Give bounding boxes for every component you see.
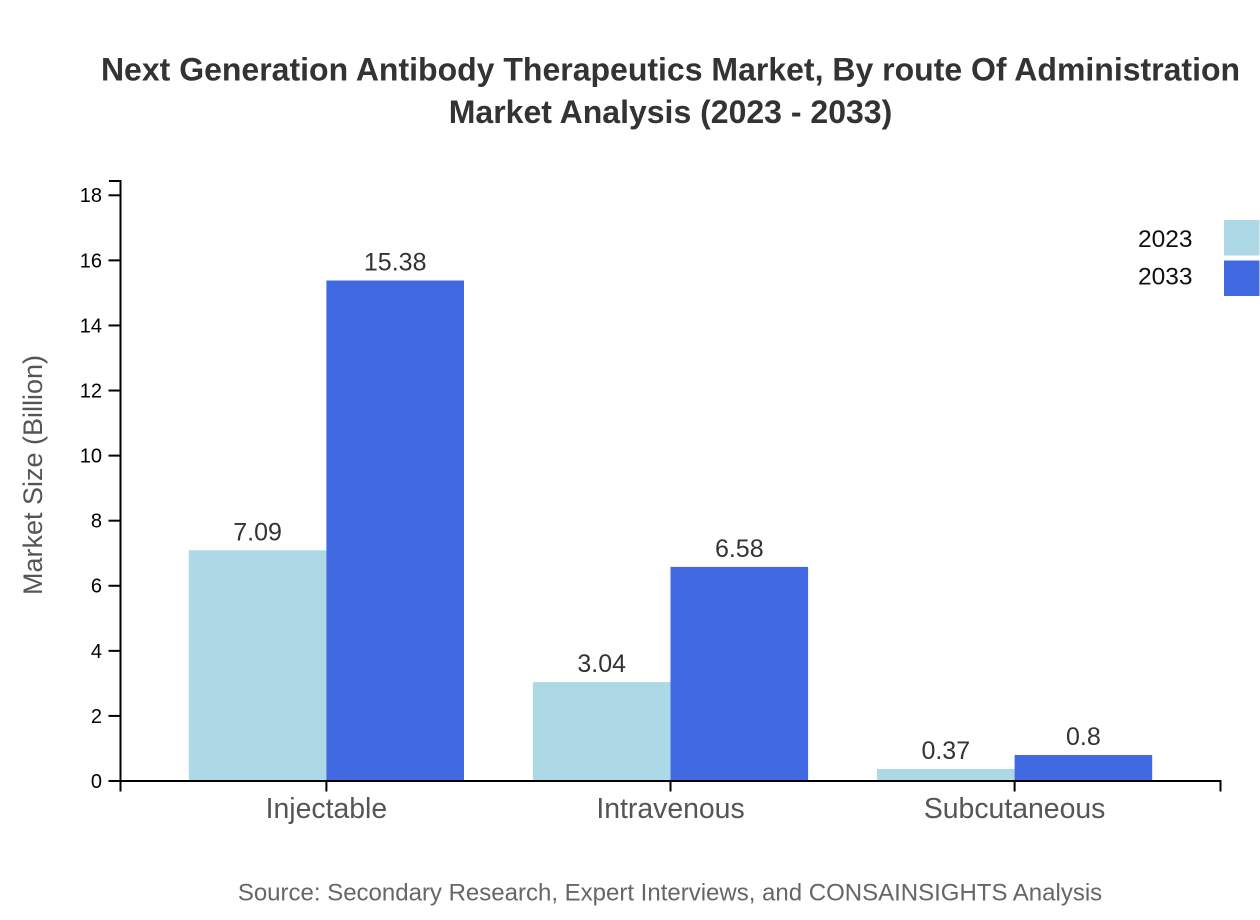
svg-text:8: 8 [91, 511, 102, 533]
svg-text:Intravenous: Intravenous [596, 793, 744, 825]
svg-text:0.37: 0.37 [921, 737, 970, 765]
svg-text:15.38: 15.38 [364, 249, 427, 277]
svg-text:2: 2 [91, 706, 102, 728]
svg-text:0.8: 0.8 [1066, 723, 1101, 751]
svg-text:2023: 2023 [1138, 226, 1193, 253]
svg-text:0: 0 [91, 771, 102, 793]
svg-text:16: 16 [80, 250, 102, 272]
svg-text:18: 18 [80, 185, 102, 207]
svg-text:Market Size (Billion): Market Size (Billion) [18, 355, 48, 595]
svg-text:Source: Secondary Research, Ex: Source: Secondary Research, Expert Inter… [238, 880, 1102, 907]
svg-text:6: 6 [91, 576, 102, 598]
svg-text:4: 4 [91, 641, 102, 663]
svg-text:Market Analysis (2023 - 2033): Market Analysis (2023 - 2033) [449, 94, 893, 130]
svg-text:10: 10 [80, 446, 102, 468]
svg-text:12: 12 [80, 380, 102, 402]
svg-text:14: 14 [80, 315, 102, 337]
svg-text:2033: 2033 [1138, 264, 1193, 291]
svg-text:Next Generation Antibody Thera: Next Generation Antibody Therapeutics Ma… [101, 51, 1240, 87]
svg-text:Injectable: Injectable [266, 793, 388, 825]
svg-text:3.04: 3.04 [577, 650, 626, 678]
svg-text:6.58: 6.58 [715, 535, 764, 563]
svg-text:Subcutaneous: Subcutaneous [924, 793, 1106, 825]
svg-text:7.09: 7.09 [233, 518, 282, 546]
